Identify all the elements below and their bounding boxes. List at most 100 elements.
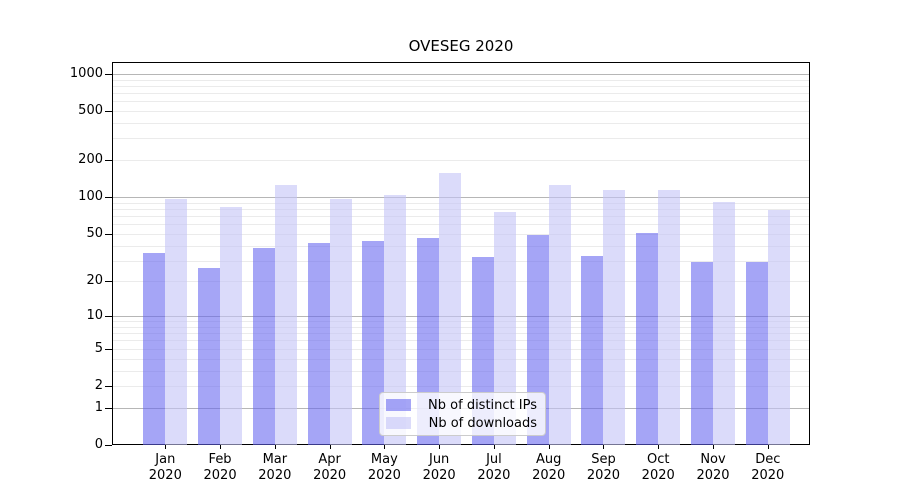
x-tick-month: Sep xyxy=(591,452,616,467)
x-tick-label-jun: Jun 2020 xyxy=(407,452,471,484)
y-tick-label: 200 xyxy=(78,152,103,168)
x-tick-label-sep: Sep 2020 xyxy=(571,452,635,484)
bar-distinct-ips xyxy=(636,232,659,445)
x-tick-year: 2020 xyxy=(203,468,237,483)
y-tick-label: 500 xyxy=(78,103,103,119)
bar-distinct-ips xyxy=(143,252,166,445)
y-tick-mark xyxy=(105,160,112,162)
x-tick-year: 2020 xyxy=(532,468,566,483)
x-tick-label-may: May 2020 xyxy=(352,452,416,484)
x-tick-label-oct: Oct 2020 xyxy=(626,452,690,484)
x-tick-label-feb: Feb 2020 xyxy=(188,452,252,484)
x-tick-year: 2020 xyxy=(641,468,675,483)
x-tick-mark xyxy=(658,445,660,449)
x-tick-mark xyxy=(384,445,386,449)
x-tick-year: 2020 xyxy=(477,468,511,483)
x-tick-year: 2020 xyxy=(586,468,620,483)
x-tick-month: Oct xyxy=(646,452,670,467)
x-tick-month: May xyxy=(370,452,398,467)
x-tick-label-jul: Jul 2020 xyxy=(462,452,526,484)
legend-item-downloads: Nb of downloads xyxy=(386,415,537,431)
y-tick-label: 2 xyxy=(94,377,103,393)
x-tick-mark xyxy=(493,445,495,449)
bar-downloads xyxy=(603,189,626,445)
x-tick-year: 2020 xyxy=(258,468,292,483)
bar-downloads xyxy=(548,185,571,445)
y-gridline-minor xyxy=(113,79,809,81)
bar-distinct-ips xyxy=(691,262,713,445)
bar-distinct-ips xyxy=(198,267,221,445)
x-tick-mark xyxy=(767,445,769,449)
x-tick-label-jan: Jan 2020 xyxy=(133,452,197,484)
x-tick-month: Feb xyxy=(208,452,232,467)
y-tick-mark xyxy=(105,233,112,235)
y-gridline-minor xyxy=(113,85,809,87)
x-tick-month: Dec xyxy=(755,452,781,467)
y-tick-mark xyxy=(105,111,112,113)
x-tick-month: Apr xyxy=(318,452,341,467)
x-tick-year: 2020 xyxy=(367,468,401,483)
x-tick-mark xyxy=(329,445,331,449)
y-gridline-minor xyxy=(113,138,809,140)
x-tick-month: Mar xyxy=(262,452,288,467)
y-tick-mark xyxy=(105,316,112,318)
legend-item-distinct-ips: Nb of distinct IPs xyxy=(386,397,537,413)
bar-distinct-ips xyxy=(745,262,768,445)
legend-swatch-downloads xyxy=(386,417,411,429)
y-gridline-minor xyxy=(113,101,809,103)
y-tick-mark xyxy=(105,445,112,446)
y-tick-label: 10 xyxy=(86,308,103,324)
x-tick-label-nov: Nov 2020 xyxy=(681,452,745,484)
x-tick-mark xyxy=(603,445,605,449)
bar-distinct-ips xyxy=(252,248,275,445)
y-gridline-major xyxy=(113,73,809,75)
y-gridline-minor xyxy=(113,111,809,113)
y-tick-label: 50 xyxy=(86,225,103,241)
y-tick-mark xyxy=(105,348,112,350)
bar-downloads xyxy=(384,194,407,445)
y-tick-mark xyxy=(105,407,112,409)
y-tick-mark xyxy=(105,73,112,75)
bar-downloads xyxy=(274,185,297,445)
x-tick-year: 2020 xyxy=(751,468,785,483)
x-tick-mark xyxy=(165,445,167,449)
y-tick-mark xyxy=(105,197,112,199)
y-tick-mark xyxy=(105,385,112,387)
y-tick-label: 0 xyxy=(94,437,103,452)
y-tick-mark xyxy=(105,281,112,283)
legend: Nb of distinct IPs Nb of downloads xyxy=(379,392,546,436)
bar-downloads xyxy=(767,210,790,445)
y-tick-label: 100 xyxy=(78,189,103,205)
x-tick-mark xyxy=(548,445,550,449)
chart-title: OVESEG 2020 xyxy=(408,37,514,55)
bar-downloads xyxy=(439,172,462,445)
x-tick-month: Nov xyxy=(700,452,726,467)
y-gridline-minor xyxy=(113,160,809,162)
x-tick-month: Jan xyxy=(155,452,176,467)
legend-label-distinct-ips: Nb of distinct IPs xyxy=(428,397,537,413)
x-tick-mark xyxy=(220,445,222,449)
x-tick-mark xyxy=(274,445,276,449)
x-tick-year: 2020 xyxy=(422,468,456,483)
x-tick-mark xyxy=(439,445,441,449)
bar-downloads xyxy=(658,189,681,445)
y-tick-label: 1000 xyxy=(69,65,103,81)
x-tick-year: 2020 xyxy=(313,468,347,483)
y-tick-label: 20 xyxy=(86,273,103,289)
legend-swatch-distinct-ips xyxy=(386,399,411,411)
bar-downloads xyxy=(493,211,516,445)
x-tick-label-mar: Mar 2020 xyxy=(243,452,307,484)
legend-label-downloads: Nb of downloads xyxy=(428,415,537,431)
bar-downloads xyxy=(329,198,352,445)
y-gridline-minor xyxy=(113,123,809,125)
x-tick-month: Aug xyxy=(535,452,562,467)
x-tick-month: Jun xyxy=(428,452,450,467)
x-tick-mark xyxy=(713,445,714,449)
y-tick-label: 5 xyxy=(94,340,103,356)
x-tick-month: Jul xyxy=(486,452,502,467)
bar-distinct-ips xyxy=(362,240,385,445)
bar-distinct-ips xyxy=(581,255,604,445)
x-tick-year: 2020 xyxy=(148,468,182,483)
bar-downloads xyxy=(713,202,735,445)
